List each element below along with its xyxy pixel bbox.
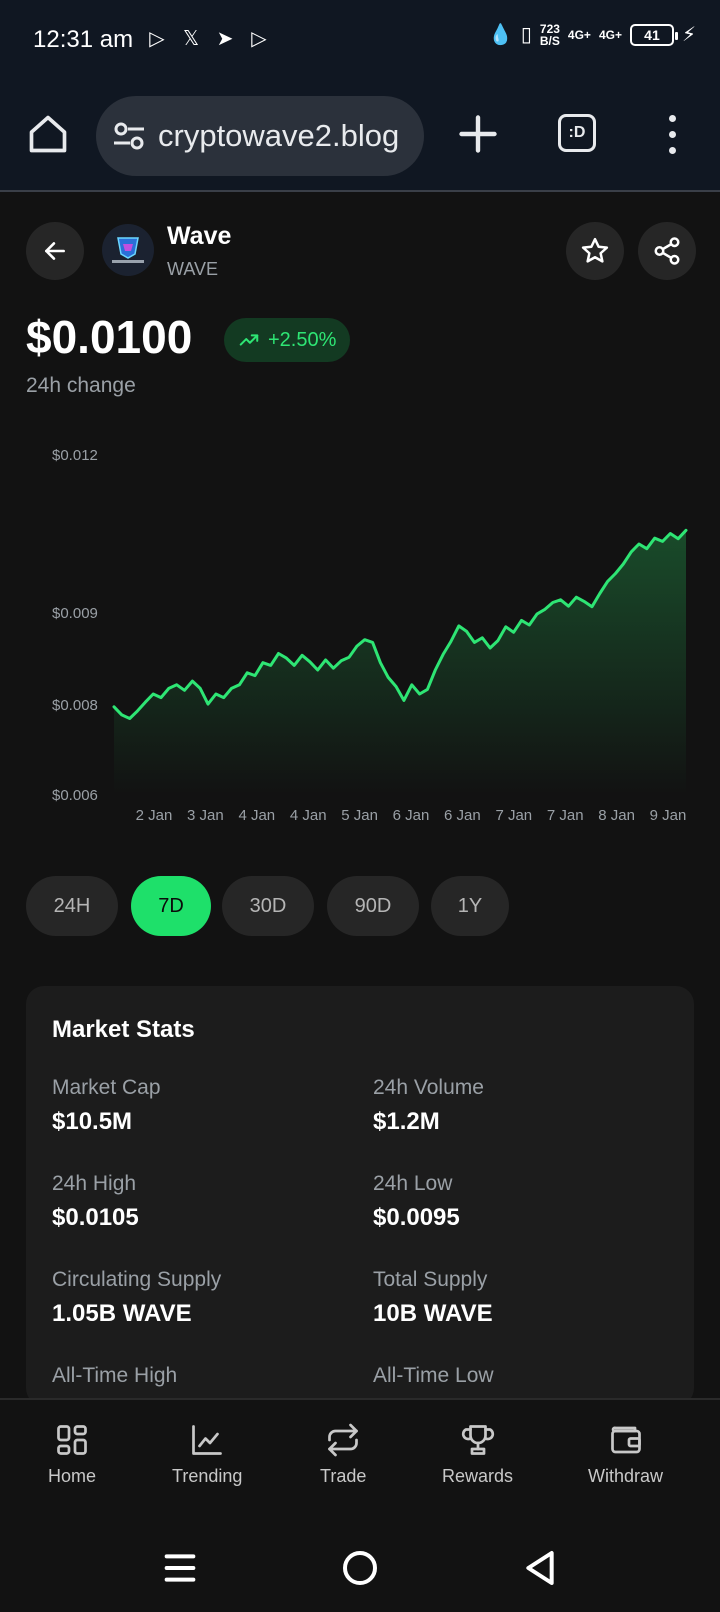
trending-up-icon — [239, 334, 259, 346]
favorite-button[interactable] — [566, 222, 624, 280]
more-menu-icon[interactable] — [660, 110, 684, 158]
circulating-supply-value: 1.05B WAVE — [52, 1300, 192, 1327]
coin-name: Wave — [167, 222, 232, 250]
change-label: 24h change — [26, 374, 136, 397]
market-stats-title: Market Stats — [52, 1016, 195, 1043]
coin-price: $0.0100 — [26, 311, 193, 363]
x-tick-label: 6 Jan — [393, 807, 430, 824]
coin-symbol: WAVE — [167, 259, 219, 279]
x-tick-label: 4 Jan — [290, 807, 327, 824]
vibrate-icon: ▯ — [520, 24, 532, 46]
telegram-icon: ➤ — [216, 28, 234, 50]
share-icon — [654, 237, 680, 265]
back-triangle-icon[interactable] — [520, 1548, 560, 1588]
y-tick-label: $0.009 — [52, 605, 98, 622]
arrow-left-icon — [45, 242, 65, 260]
x-icon: 𝕏 — [182, 28, 200, 50]
change-badge: +2.50% — [224, 318, 351, 362]
chart-area — [114, 530, 686, 795]
browser-toolbar: cryptowave2.blog :D — [0, 80, 720, 192]
grid-icon — [57, 1425, 87, 1455]
status-bar: 12:31 am ▷ 𝕏 ➤ ▷ 💧 ▯ 723 B/S 4G+ 4G+ 41 … — [0, 0, 720, 80]
net-speed: 723 B/S — [539, 21, 560, 48]
atl-label: All-Time Low — [373, 1364, 494, 1387]
play-icon: ▷ — [251, 28, 267, 50]
range-tab-7d[interactable]: 7D — [131, 876, 211, 936]
app-notification-icon: ▷ — [149, 28, 165, 50]
coin-logo — [102, 224, 154, 276]
y-tick-label: $0.006 — [52, 787, 98, 804]
change-value: +2.50% — [268, 328, 337, 351]
trophy-icon — [461, 1425, 494, 1455]
low-value: $0.0095 — [373, 1204, 460, 1231]
battery-icon: 41 — [629, 23, 678, 46]
x-tick-label: 5 Jan — [341, 807, 378, 824]
x-tick-label: 6 Jan — [444, 807, 481, 824]
nav-trending[interactable]: Trending — [172, 1422, 242, 1487]
market-cap-label: Market Cap — [52, 1076, 161, 1099]
market-cap-value: $10.5M — [52, 1108, 133, 1135]
x-tick-label: 4 Jan — [238, 807, 275, 824]
nav-withdraw[interactable]: Withdraw — [588, 1422, 663, 1487]
tab-switcher-button[interactable]: :D — [558, 114, 596, 152]
url-bar[interactable]: cryptowave2.blog — [96, 96, 424, 176]
x-tick-label: 9 Jan — [650, 807, 687, 824]
repeat-icon — [328, 1423, 359, 1457]
volume-label: 24h Volume — [373, 1076, 484, 1099]
wallet-icon — [610, 1426, 641, 1454]
home-icon[interactable] — [26, 112, 70, 156]
status-time: 12:31 am — [33, 26, 134, 53]
x-tick-label: 7 Jan — [495, 807, 532, 824]
market-stats-card: Market Stats Market Cap $10.5M 24h Volum… — [26, 986, 694, 1406]
share-button[interactable] — [638, 222, 696, 280]
circulating-supply-label: Circulating Supply — [52, 1268, 222, 1291]
range-tab-90d[interactable]: 90D — [327, 876, 419, 936]
range-tab-1y[interactable]: 1Y — [431, 876, 509, 936]
high-value: $0.0105 — [52, 1204, 139, 1231]
range-tab-24h[interactable]: 24H — [26, 876, 118, 936]
url-text: cryptowave2.blog — [158, 118, 400, 153]
x-tick-label: 2 Jan — [136, 807, 173, 824]
x-tick-label: 3 Jan — [187, 807, 224, 824]
chart-line — [112, 528, 688, 720]
x-tick-label: 8 Jan — [598, 807, 635, 824]
nav-trade[interactable]: Trade — [320, 1422, 366, 1487]
nav-rewards[interactable]: Rewards — [442, 1422, 513, 1487]
high-label: 24h High — [52, 1172, 137, 1195]
charging-icon: ⚡ — [681, 24, 696, 46]
signal-icon-2: 4G+ — [598, 27, 622, 42]
recents-icon[interactable] — [160, 1548, 200, 1588]
volume-value: $1.2M — [373, 1108, 440, 1135]
site-settings-icon[interactable] — [112, 120, 146, 152]
total-supply-value: 10B WAVE — [373, 1300, 493, 1327]
home-circle-icon[interactable] — [340, 1548, 380, 1588]
low-label: 24h Low — [373, 1172, 453, 1195]
x-tick-label: 7 Jan — [547, 807, 584, 824]
signal-icon: 4G+ — [567, 27, 591, 42]
total-supply-label: Total Supply — [373, 1268, 488, 1291]
nav-home[interactable]: Home — [48, 1422, 96, 1487]
price-chart: $0.012 $0.009 $0.008 $0.006 2 Jan 3 Jan 4 Jan… — [52, 447, 688, 824]
system-nav — [0, 1522, 720, 1612]
y-tick-label: $0.008 — [52, 697, 98, 714]
bottom-nav: Home Trending Trade Rewards Withdraw — [0, 1398, 720, 1522]
ath-label: All-Time High — [52, 1364, 178, 1387]
chart-icon — [192, 1425, 223, 1455]
star-icon — [581, 237, 609, 263]
data-saver-icon: 💧 — [487, 24, 513, 46]
y-tick-label: $0.012 — [52, 447, 98, 464]
back-button[interactable] — [26, 222, 84, 280]
range-tab-30d[interactable]: 30D — [222, 876, 314, 936]
new-tab-icon[interactable] — [456, 112, 500, 156]
